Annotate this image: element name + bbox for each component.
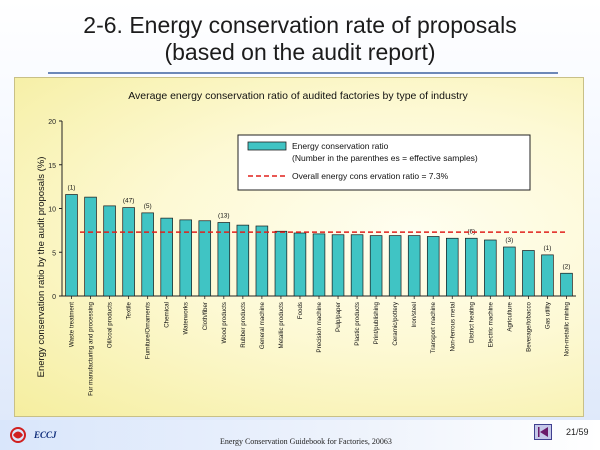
bar: [426, 236, 440, 297]
x-tick-label: Non-metallic mining: [563, 301, 570, 356]
slide-title-line1: 2-6. Energy conservation rate of proposa…: [83, 12, 517, 38]
bar: [65, 194, 78, 297]
sample-note: (5): [144, 203, 152, 210]
bar: [369, 235, 383, 297]
x-tick-label: Oil/coal products: [107, 302, 114, 348]
bar: [141, 212, 154, 297]
y-tick-label: 10: [48, 207, 56, 214]
bar: [522, 250, 535, 297]
legend-bar-swatch: [247, 141, 287, 151]
bar: [122, 207, 135, 297]
legend-box: [237, 134, 531, 191]
legend-note: (Number in the parenthes es = effective …: [292, 153, 478, 163]
bars: [65, 194, 573, 297]
bar: [236, 224, 250, 297]
y-tick-label: 0: [52, 294, 56, 301]
legend: Energy conservation ratio (Number in the…: [237, 134, 531, 191]
page-number: 21/59: [566, 427, 589, 437]
bar: [503, 246, 516, 297]
y-tick-label: 5: [52, 250, 56, 257]
bar: [407, 235, 421, 297]
x-tick-label: Pulp/paper: [335, 302, 342, 332]
x-tick-label: Metallic products: [278, 302, 285, 348]
logo-text: ECCJ: [34, 430, 57, 440]
x-tick-label: Plastic products: [354, 302, 361, 346]
x-tick-label: Precision machine: [316, 301, 323, 352]
x-tick-label: Furniture/Ornaments: [145, 302, 152, 359]
x-tick-label: District heating: [468, 301, 475, 342]
x-tick-label: Agriculture: [506, 301, 513, 331]
x-tick-label: Chemical: [164, 302, 171, 328]
x-tick-label: Foods: [297, 302, 304, 319]
sample-note: (47): [123, 198, 135, 205]
y-tick-label: 15: [48, 163, 56, 170]
x-tick-label: Print/publishing: [373, 301, 380, 344]
x-tick-label: Iron/steel: [411, 302, 418, 327]
x-tick-labels: Waste treatment Fur manufacturing and pro…: [69, 296, 570, 396]
chart-title: Average energy conservation ratio of aud…: [128, 90, 468, 102]
bar: [560, 272, 573, 297]
x-tick-label: Fur manufacturing and processing: [88, 301, 95, 395]
x-tick-label: General machine: [259, 301, 266, 349]
bar: [331, 234, 345, 297]
x-tick-label: Textile: [126, 301, 133, 319]
sample-notes: (1) (47) (5) (13) (6) (3) (1) (2): [68, 185, 571, 271]
bar: [388, 235, 402, 297]
footer-citation: Energy Conservation Guidebook for Factor…: [220, 437, 392, 446]
x-tick-label: Transport machine: [430, 301, 437, 353]
bar-chart: Average energy conservation ratio of aud…: [36, 90, 576, 396]
bar: [274, 230, 288, 297]
sample-note: (2): [563, 263, 571, 270]
x-tick-label: Gas utility: [544, 301, 551, 329]
y-tick-label: 20: [48, 119, 56, 126]
back-button[interactable]: [534, 424, 552, 440]
eccj-logo-icon: [10, 427, 26, 443]
bar: [484, 239, 497, 297]
sample-note: (3): [505, 237, 513, 244]
x-tick-label: Waste treatment: [69, 302, 76, 347]
sample-note: (13): [218, 213, 230, 220]
bar: [160, 217, 173, 297]
sample-note: (1): [543, 245, 551, 252]
x-tick-label: Wood products: [221, 302, 228, 344]
x-tick-label: Non-ferrous metal: [449, 302, 456, 352]
legend-bar-label: Energy conservation ratio: [292, 141, 389, 151]
bar: [312, 233, 326, 297]
x-tick-label: Beverage/tobacco: [525, 301, 532, 351]
x-tick-label: Waterworks: [183, 302, 190, 334]
x-tick-label: Electric machine: [487, 301, 494, 347]
legend-line-label: Overall energy cons ervation ratio = 7.3…: [292, 171, 449, 181]
bar: [103, 205, 116, 297]
bar: [293, 232, 307, 297]
footer-band: [0, 420, 600, 450]
bar: [84, 196, 97, 297]
bar: [255, 225, 269, 297]
sample-note: (1): [68, 185, 76, 192]
bar: [350, 234, 364, 297]
slide-title-line2: (based on the audit report): [164, 39, 436, 65]
x-tick-label: Ceramic/pottery: [392, 301, 399, 346]
bar: [446, 237, 459, 297]
back-arrow-icon: [538, 427, 548, 437]
y-axis-label: Energy conservation ratio by the audit p…: [36, 157, 47, 378]
title-divider: [48, 72, 558, 74]
x-tick-label: Rubber products: [240, 302, 247, 348]
bar: [465, 237, 478, 297]
bar: [179, 219, 192, 297]
x-tick-label: Cloth/fiber: [202, 302, 209, 330]
sample-note: (6): [467, 228, 475, 235]
bar: [541, 254, 554, 297]
bar: [217, 222, 231, 297]
